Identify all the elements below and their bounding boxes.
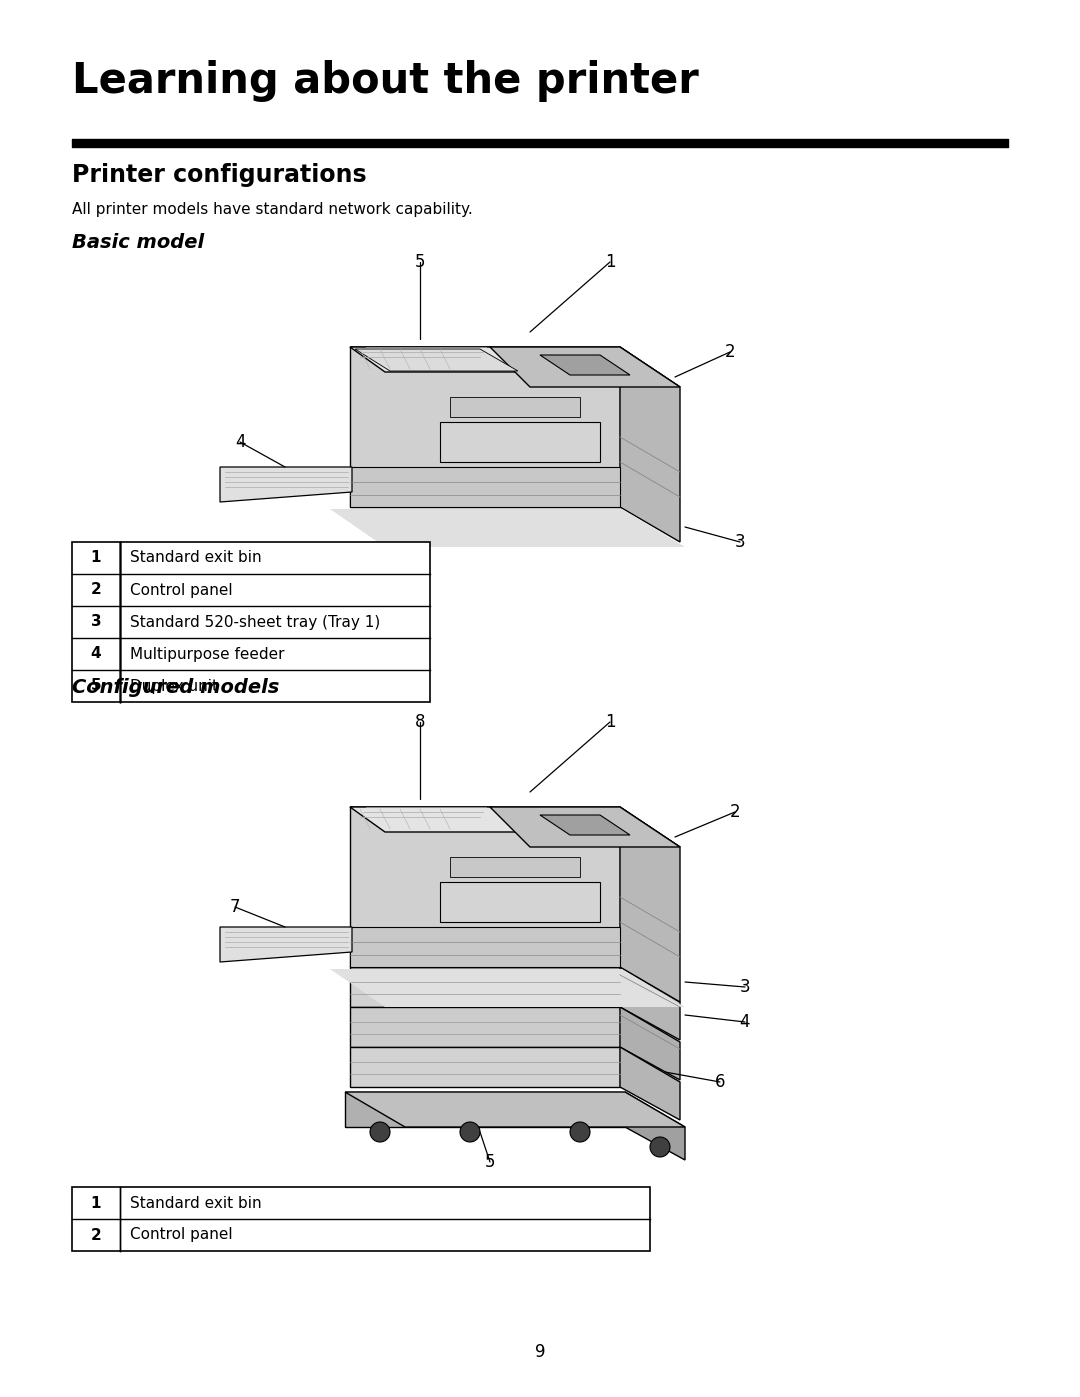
Polygon shape bbox=[620, 1046, 680, 1120]
Polygon shape bbox=[620, 967, 680, 1039]
Text: 2: 2 bbox=[91, 1228, 102, 1242]
Text: 3: 3 bbox=[91, 615, 102, 630]
Text: 3: 3 bbox=[740, 978, 751, 996]
Text: 4: 4 bbox=[91, 647, 102, 662]
Circle shape bbox=[650, 1137, 670, 1157]
Polygon shape bbox=[625, 1092, 685, 1160]
Text: 1: 1 bbox=[605, 712, 616, 731]
Text: 4: 4 bbox=[234, 433, 245, 451]
Polygon shape bbox=[350, 807, 530, 833]
Bar bbox=[72, 542, 430, 703]
Text: Configured models: Configured models bbox=[72, 678, 280, 697]
Text: Duplex unit: Duplex unit bbox=[130, 679, 218, 693]
Polygon shape bbox=[620, 1007, 680, 1080]
Polygon shape bbox=[440, 882, 600, 922]
Text: All printer models have standard network capability.: All printer models have standard network… bbox=[72, 203, 473, 217]
Polygon shape bbox=[440, 422, 600, 462]
Text: 2: 2 bbox=[725, 344, 735, 360]
Polygon shape bbox=[220, 928, 352, 963]
Polygon shape bbox=[540, 814, 630, 835]
Polygon shape bbox=[350, 807, 680, 847]
Polygon shape bbox=[350, 928, 620, 967]
Text: 7: 7 bbox=[230, 898, 240, 916]
Polygon shape bbox=[345, 1092, 625, 1127]
Polygon shape bbox=[540, 355, 630, 374]
Polygon shape bbox=[620, 807, 680, 1002]
Bar bbox=[72, 1187, 650, 1250]
Text: 3: 3 bbox=[734, 534, 745, 550]
Polygon shape bbox=[450, 856, 580, 877]
Text: Control panel: Control panel bbox=[130, 583, 232, 598]
Text: 8: 8 bbox=[415, 712, 426, 731]
Polygon shape bbox=[350, 346, 680, 387]
Text: Control panel: Control panel bbox=[130, 1228, 232, 1242]
Text: Printer configurations: Printer configurations bbox=[72, 163, 366, 187]
Text: 1: 1 bbox=[91, 550, 102, 566]
Text: 4: 4 bbox=[740, 1013, 751, 1031]
Polygon shape bbox=[355, 349, 518, 372]
Text: Standard exit bin: Standard exit bin bbox=[130, 1196, 261, 1210]
Circle shape bbox=[460, 1122, 480, 1141]
Polygon shape bbox=[330, 509, 685, 548]
Text: 5: 5 bbox=[91, 679, 102, 693]
Text: 9: 9 bbox=[535, 1343, 545, 1361]
Text: 2: 2 bbox=[730, 803, 740, 821]
Polygon shape bbox=[350, 967, 620, 1007]
Text: Learning about the printer: Learning about the printer bbox=[72, 60, 699, 102]
Polygon shape bbox=[220, 467, 352, 502]
Polygon shape bbox=[350, 1007, 620, 1046]
Text: 1: 1 bbox=[91, 1196, 102, 1210]
Text: 1: 1 bbox=[605, 253, 616, 271]
Polygon shape bbox=[450, 397, 580, 416]
Polygon shape bbox=[350, 807, 620, 967]
Polygon shape bbox=[350, 1046, 620, 1087]
Text: 5: 5 bbox=[485, 1153, 496, 1171]
Polygon shape bbox=[490, 807, 680, 847]
Polygon shape bbox=[350, 346, 620, 507]
Text: 5: 5 bbox=[415, 253, 426, 271]
Polygon shape bbox=[345, 1092, 685, 1127]
Text: Basic model: Basic model bbox=[72, 233, 204, 251]
Circle shape bbox=[370, 1122, 390, 1141]
Text: 6: 6 bbox=[715, 1073, 726, 1091]
Polygon shape bbox=[350, 467, 620, 507]
Text: Multipurpose feeder: Multipurpose feeder bbox=[130, 647, 284, 662]
Text: Standard exit bin: Standard exit bin bbox=[130, 550, 261, 566]
Text: 2: 2 bbox=[91, 583, 102, 598]
Polygon shape bbox=[490, 346, 680, 387]
Polygon shape bbox=[330, 970, 685, 1007]
Polygon shape bbox=[350, 346, 530, 372]
Circle shape bbox=[570, 1122, 590, 1141]
Polygon shape bbox=[620, 346, 680, 542]
Text: Standard 520-sheet tray (Tray 1): Standard 520-sheet tray (Tray 1) bbox=[130, 615, 380, 630]
